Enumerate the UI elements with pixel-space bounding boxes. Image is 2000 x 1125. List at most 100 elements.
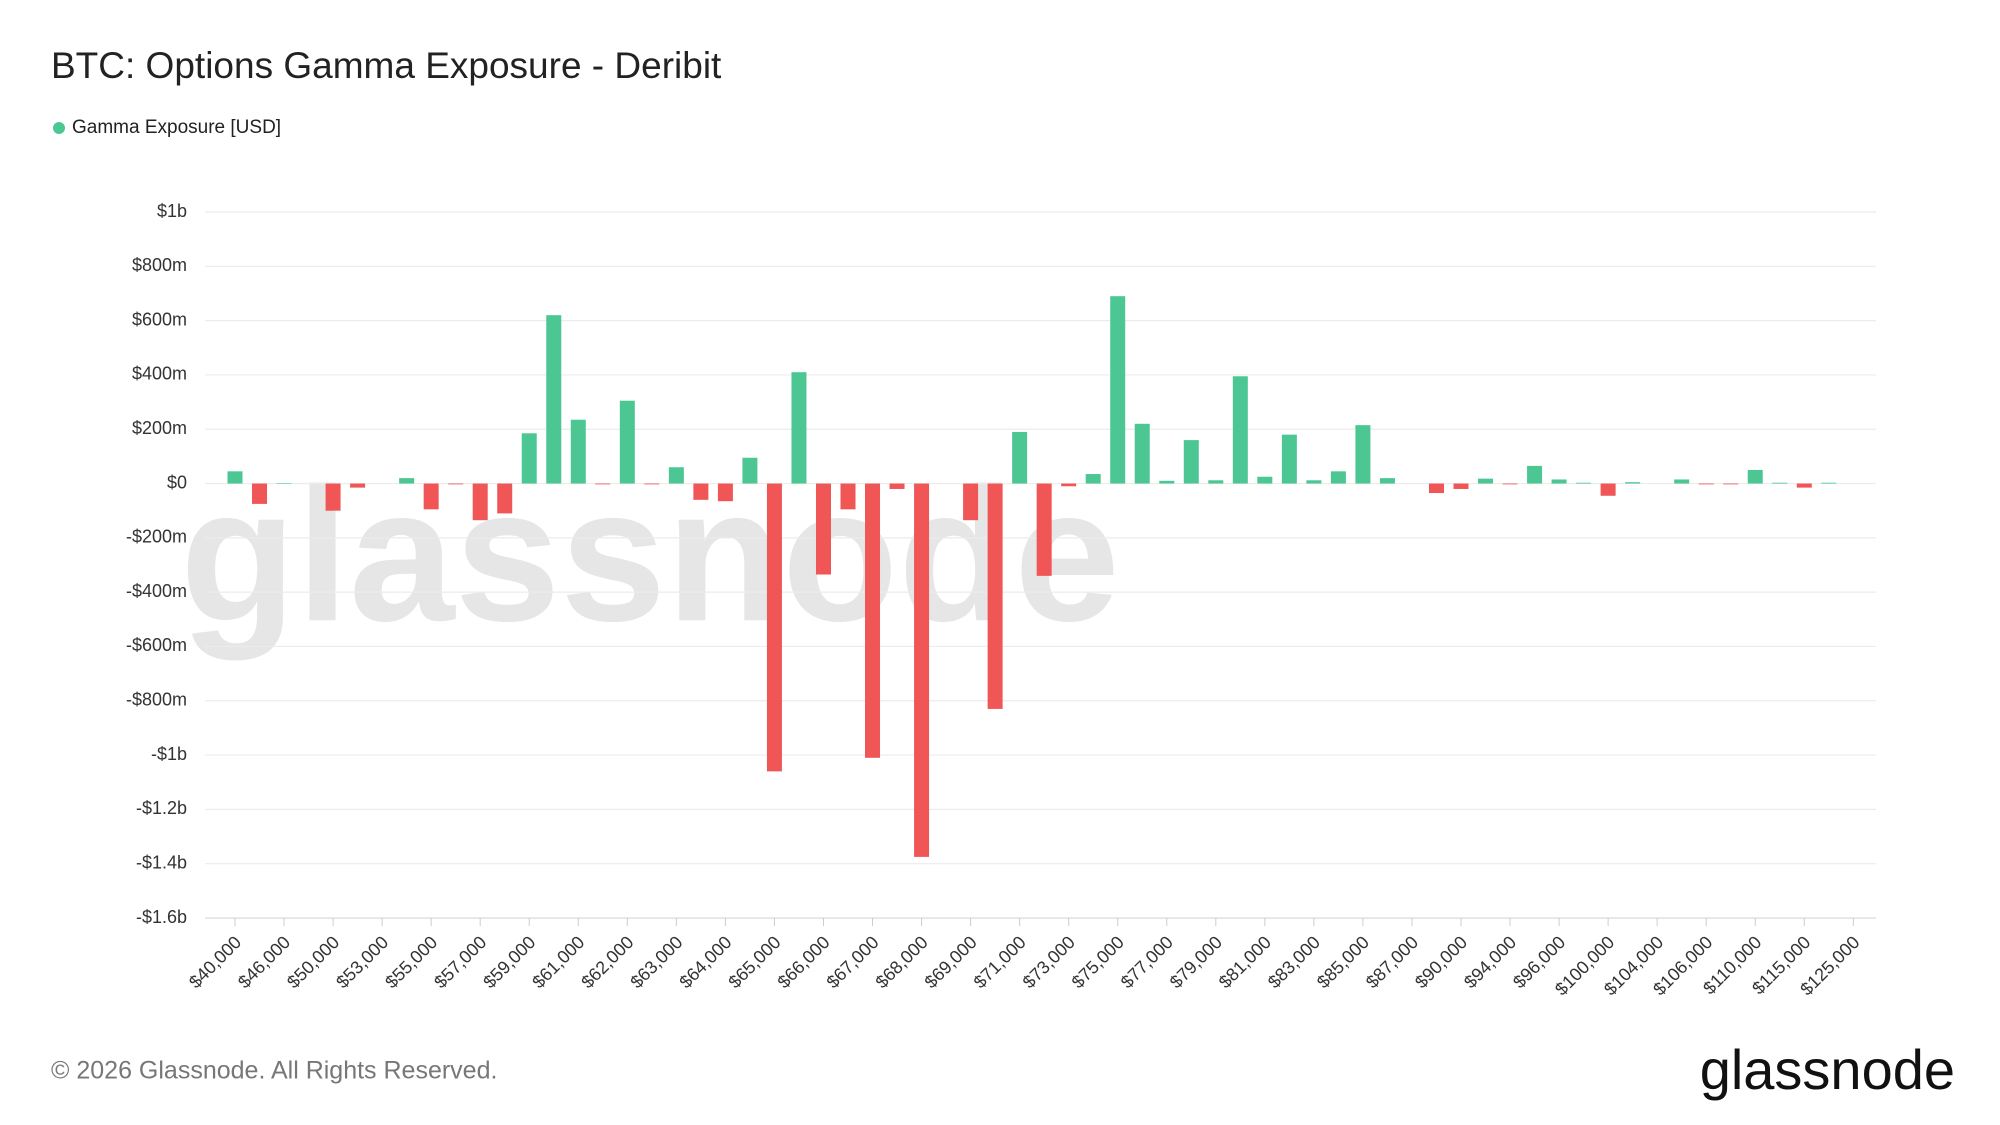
bar	[963, 483, 979, 521]
bar	[1796, 483, 1812, 488]
x-tick-label: $59,000	[479, 932, 539, 992]
bar	[865, 483, 881, 758]
bar	[1085, 474, 1101, 484]
bar	[1061, 483, 1077, 487]
legend-marker	[53, 122, 65, 134]
y-tick-label: -$800m	[126, 690, 187, 710]
bar	[472, 483, 488, 521]
bar	[815, 483, 831, 575]
bar	[1183, 440, 1199, 484]
y-tick-label: -$1b	[151, 744, 187, 764]
bar	[1747, 469, 1763, 484]
x-tick-label: $85,000	[1313, 932, 1373, 992]
x-tick-label: $55,000	[381, 932, 441, 992]
x-tick-label: $83,000	[1264, 932, 1324, 992]
bar	[914, 483, 930, 857]
bar	[1625, 482, 1641, 484]
x-tick-label: $61,000	[528, 932, 588, 992]
x-tick-label: $71,000	[970, 932, 1030, 992]
bar	[448, 483, 464, 485]
bar	[889, 483, 905, 489]
x-tick-label: $65,000	[724, 932, 784, 992]
x-tick-label: $64,000	[675, 932, 735, 992]
bar	[791, 372, 807, 484]
y-tick-label: -$1.2b	[136, 798, 187, 818]
y-tick-label: $1b	[157, 201, 187, 221]
y-tick-label: -$200m	[126, 527, 187, 547]
y-tick-label: $200m	[132, 418, 187, 438]
bar	[1012, 431, 1028, 484]
y-tick-label: $400m	[132, 364, 187, 384]
x-tick-label: $94,000	[1460, 932, 1520, 992]
bar	[399, 478, 415, 484]
logo: glassnode	[1700, 1038, 1955, 1101]
y-tick-label: -$400m	[126, 581, 187, 601]
bar	[423, 483, 439, 510]
bar	[1478, 478, 1494, 484]
bar	[1379, 478, 1395, 484]
bar	[717, 483, 733, 502]
bar	[1772, 482, 1788, 484]
y-tick-label: $600m	[132, 309, 187, 329]
x-tick-label: $90,000	[1411, 932, 1471, 992]
x-tick-label: $63,000	[626, 932, 686, 992]
x-tick-label: $62,000	[577, 932, 637, 992]
x-tick-label: $75,000	[1068, 932, 1128, 992]
bar	[1502, 483, 1518, 485]
bar	[1330, 471, 1346, 484]
bar	[1232, 376, 1248, 484]
bar	[668, 467, 684, 484]
x-tick-label: $87,000	[1362, 932, 1422, 992]
chart-title: BTC: Options Gamma Exposure - Deribit	[51, 45, 722, 86]
bar	[1134, 423, 1150, 484]
bar	[1355, 425, 1371, 484]
bar	[1821, 482, 1837, 484]
bar	[497, 483, 513, 514]
bar	[1527, 465, 1543, 484]
bar	[325, 483, 341, 511]
bar	[546, 315, 562, 484]
bar	[1551, 479, 1567, 484]
bar	[1036, 483, 1052, 576]
bar	[1110, 296, 1126, 484]
x-tick-label: $69,000	[921, 932, 981, 992]
bar	[1306, 480, 1322, 484]
bar	[1428, 483, 1444, 494]
bar	[521, 433, 537, 484]
legend-label: Gamma Exposure [USD]	[72, 117, 281, 138]
bar	[1281, 434, 1297, 484]
x-tick-label: $67,000	[823, 932, 883, 992]
x-tick-label: $50,000	[283, 932, 343, 992]
x-tick-label: $73,000	[1019, 932, 1079, 992]
bar	[570, 419, 586, 484]
bar	[693, 483, 709, 500]
bar	[742, 457, 758, 484]
bar	[1257, 476, 1273, 484]
bar	[840, 483, 856, 510]
bar	[227, 471, 243, 484]
bar	[595, 483, 611, 485]
bar	[1723, 483, 1739, 485]
bar	[1576, 482, 1592, 484]
bar	[644, 483, 660, 485]
bar	[276, 482, 292, 484]
x-tick-label: $81,000	[1215, 932, 1275, 992]
bar	[619, 400, 635, 484]
bar	[350, 483, 366, 488]
bar	[1453, 483, 1469, 489]
x-tick-label: $68,000	[872, 932, 932, 992]
y-tick-label: $800m	[132, 255, 187, 275]
y-tick-label: -$1.4b	[136, 852, 187, 872]
x-tick-label: $53,000	[332, 932, 392, 992]
bar	[1674, 479, 1690, 484]
y-tick-label: -$600m	[126, 635, 187, 655]
x-tick-label: $57,000	[430, 932, 490, 992]
footer: © 2026 Glassnode. All Rights Reserved.	[51, 1057, 497, 1085]
x-tick-label: $46,000	[234, 932, 294, 992]
watermark: glassnode	[180, 449, 1120, 661]
bar	[1600, 483, 1616, 496]
bar	[1698, 483, 1714, 485]
bar	[987, 483, 1003, 709]
bar	[252, 483, 268, 504]
